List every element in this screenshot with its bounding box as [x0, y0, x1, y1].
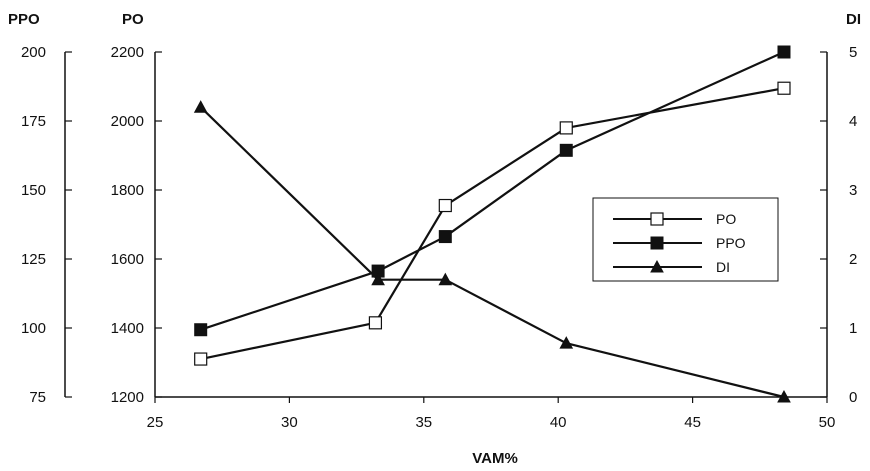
po-tick-label: 1400	[111, 320, 144, 337]
ppo-tick-label: 200	[21, 44, 46, 61]
legend: PO PPO DI	[592, 197, 779, 282]
ppo-tick-label: 125	[21, 251, 46, 268]
po-point	[777, 81, 791, 95]
di-point	[438, 272, 453, 286]
di-point	[193, 100, 208, 113]
legend-marker-po	[650, 212, 664, 226]
po-point	[438, 198, 452, 213]
di-point	[777, 389, 791, 403]
series-po	[194, 81, 791, 366]
x-tick-label: 45	[684, 414, 701, 431]
x-tick-label: 35	[415, 414, 432, 431]
x-tick-label: 30	[281, 414, 298, 431]
x-tick-label: 50	[819, 414, 836, 431]
po-tick-label: 2200	[111, 44, 144, 61]
legend-label-ppo: PPO	[716, 235, 746, 251]
di-axis-title: DI	[846, 11, 861, 28]
di-tick-label: 2	[849, 251, 857, 268]
legend-label-di: DI	[716, 259, 730, 275]
po-point	[559, 121, 573, 135]
ppo-point	[559, 143, 573, 157]
x-tick-label: 40	[550, 414, 567, 431]
series-di	[193, 100, 791, 403]
ppo-axis-title: PPO	[8, 11, 40, 28]
di-point	[559, 336, 574, 349]
di-point	[371, 272, 385, 286]
po-tick-label: 2000	[111, 113, 144, 130]
po-point	[368, 316, 383, 330]
x-tick-label: 25	[147, 414, 164, 431]
x-axis-title: VAM%	[472, 450, 518, 467]
legend-box	[592, 197, 779, 282]
ppo-tick-label: 175	[21, 113, 46, 130]
ppo-point	[777, 45, 791, 59]
di-tick-label: 0	[849, 389, 857, 406]
po-tick-label: 1200	[111, 389, 144, 406]
series-layer	[193, 45, 791, 403]
ppo-tick-label: 150	[21, 182, 46, 199]
ppo-tick-label: 75	[29, 389, 46, 406]
ppo-point	[194, 323, 208, 337]
legend-label-po: PO	[716, 211, 736, 227]
series-ppo	[194, 45, 791, 337]
di-tick-label: 4	[849, 113, 857, 130]
po-tick-label: 1600	[111, 251, 144, 268]
po-point	[194, 352, 208, 366]
ppo-point	[438, 230, 452, 244]
legend-marker-ppo	[650, 236, 664, 250]
ppo-tick-label: 100	[21, 320, 46, 337]
di-tick-label: 3	[849, 182, 857, 199]
di-tick-label: 5	[849, 44, 857, 61]
po-axis-title: PO	[122, 11, 144, 28]
di-tick-label: 1	[849, 320, 857, 337]
axes-layer: 2001751501251007522002000180016001400120…	[21, 44, 857, 431]
legend-marker-di	[650, 259, 664, 273]
po-tick-label: 1800	[111, 182, 144, 199]
